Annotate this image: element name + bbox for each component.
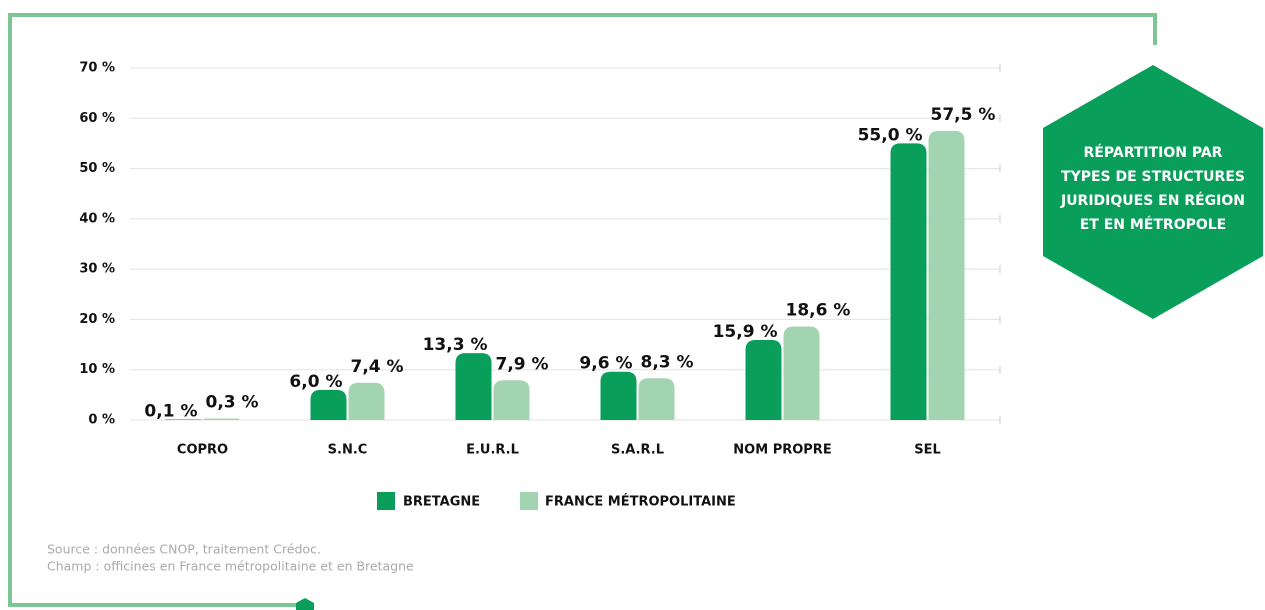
bar	[928, 130, 965, 420]
y-tick-label: 20 %	[79, 312, 115, 327]
value-label: 6,0 %	[289, 372, 342, 392]
bar	[745, 340, 782, 420]
bar	[203, 418, 240, 420]
x-tick-label: E.U.R.L	[466, 443, 519, 458]
bar	[455, 353, 492, 420]
chart-title: TYPES DE STRUCTURES	[1061, 169, 1245, 185]
frame-line	[8, 13, 1157, 607]
bar	[493, 380, 530, 420]
y-tick-label: 10 %	[79, 362, 115, 377]
title-hexagon	[1043, 65, 1263, 319]
y-tick-label: 50 %	[79, 161, 115, 176]
bar	[638, 378, 675, 420]
x-tick-label: S.N.C	[328, 443, 368, 458]
bar	[310, 389, 347, 420]
chart-title: JURIDIQUES EN RÉGION	[1060, 192, 1245, 209]
y-tick-label: 0 %	[88, 413, 115, 428]
frame	[8, 13, 1157, 607]
y-tick-label: 70 %	[79, 61, 115, 76]
legend-swatch	[377, 492, 395, 510]
bar	[890, 143, 927, 420]
value-label: 0,3 %	[206, 392, 259, 412]
value-label: 15,9 %	[713, 322, 778, 342]
bar	[783, 326, 820, 420]
x-tick-label: NOM PROPRE	[733, 443, 831, 458]
y-tick-label: 60 %	[79, 111, 115, 126]
y-tick-label: 30 %	[79, 262, 115, 277]
legend-swatch	[520, 492, 538, 510]
x-tick-label: S.A.R.L	[611, 443, 664, 458]
y-tick-label: 40 %	[79, 211, 115, 226]
value-label: 7,4 %	[351, 357, 404, 377]
x-tick-label: COPRO	[177, 443, 228, 458]
source-note: Champ : officines en France métropolitai…	[47, 559, 414, 574]
value-label: 55,0 %	[858, 125, 923, 145]
value-label: 8,3 %	[641, 352, 694, 372]
chart-title: ET EN MÉTROPOLE	[1080, 216, 1227, 233]
value-label: 57,5 %	[931, 105, 996, 125]
value-label: 13,3 %	[423, 335, 488, 355]
chart-title: RÉPARTITION PAR	[1084, 144, 1223, 161]
legend-label: BRETAGNE	[403, 495, 480, 510]
source-note: Source : données CNOP, traitement Crédoc…	[47, 542, 321, 557]
legend-label: FRANCE MÉTROPOLITAINE	[545, 494, 736, 510]
value-label: 0,1 %	[144, 401, 197, 421]
value-label: 18,6 %	[786, 300, 851, 320]
decor-hexagon	[296, 598, 314, 610]
bar	[600, 371, 637, 420]
bar	[165, 419, 202, 420]
x-tick-label: SEL	[914, 443, 941, 458]
value-label: 9,6 %	[579, 354, 632, 374]
bar	[348, 382, 385, 420]
value-label: 7,9 %	[496, 354, 549, 374]
